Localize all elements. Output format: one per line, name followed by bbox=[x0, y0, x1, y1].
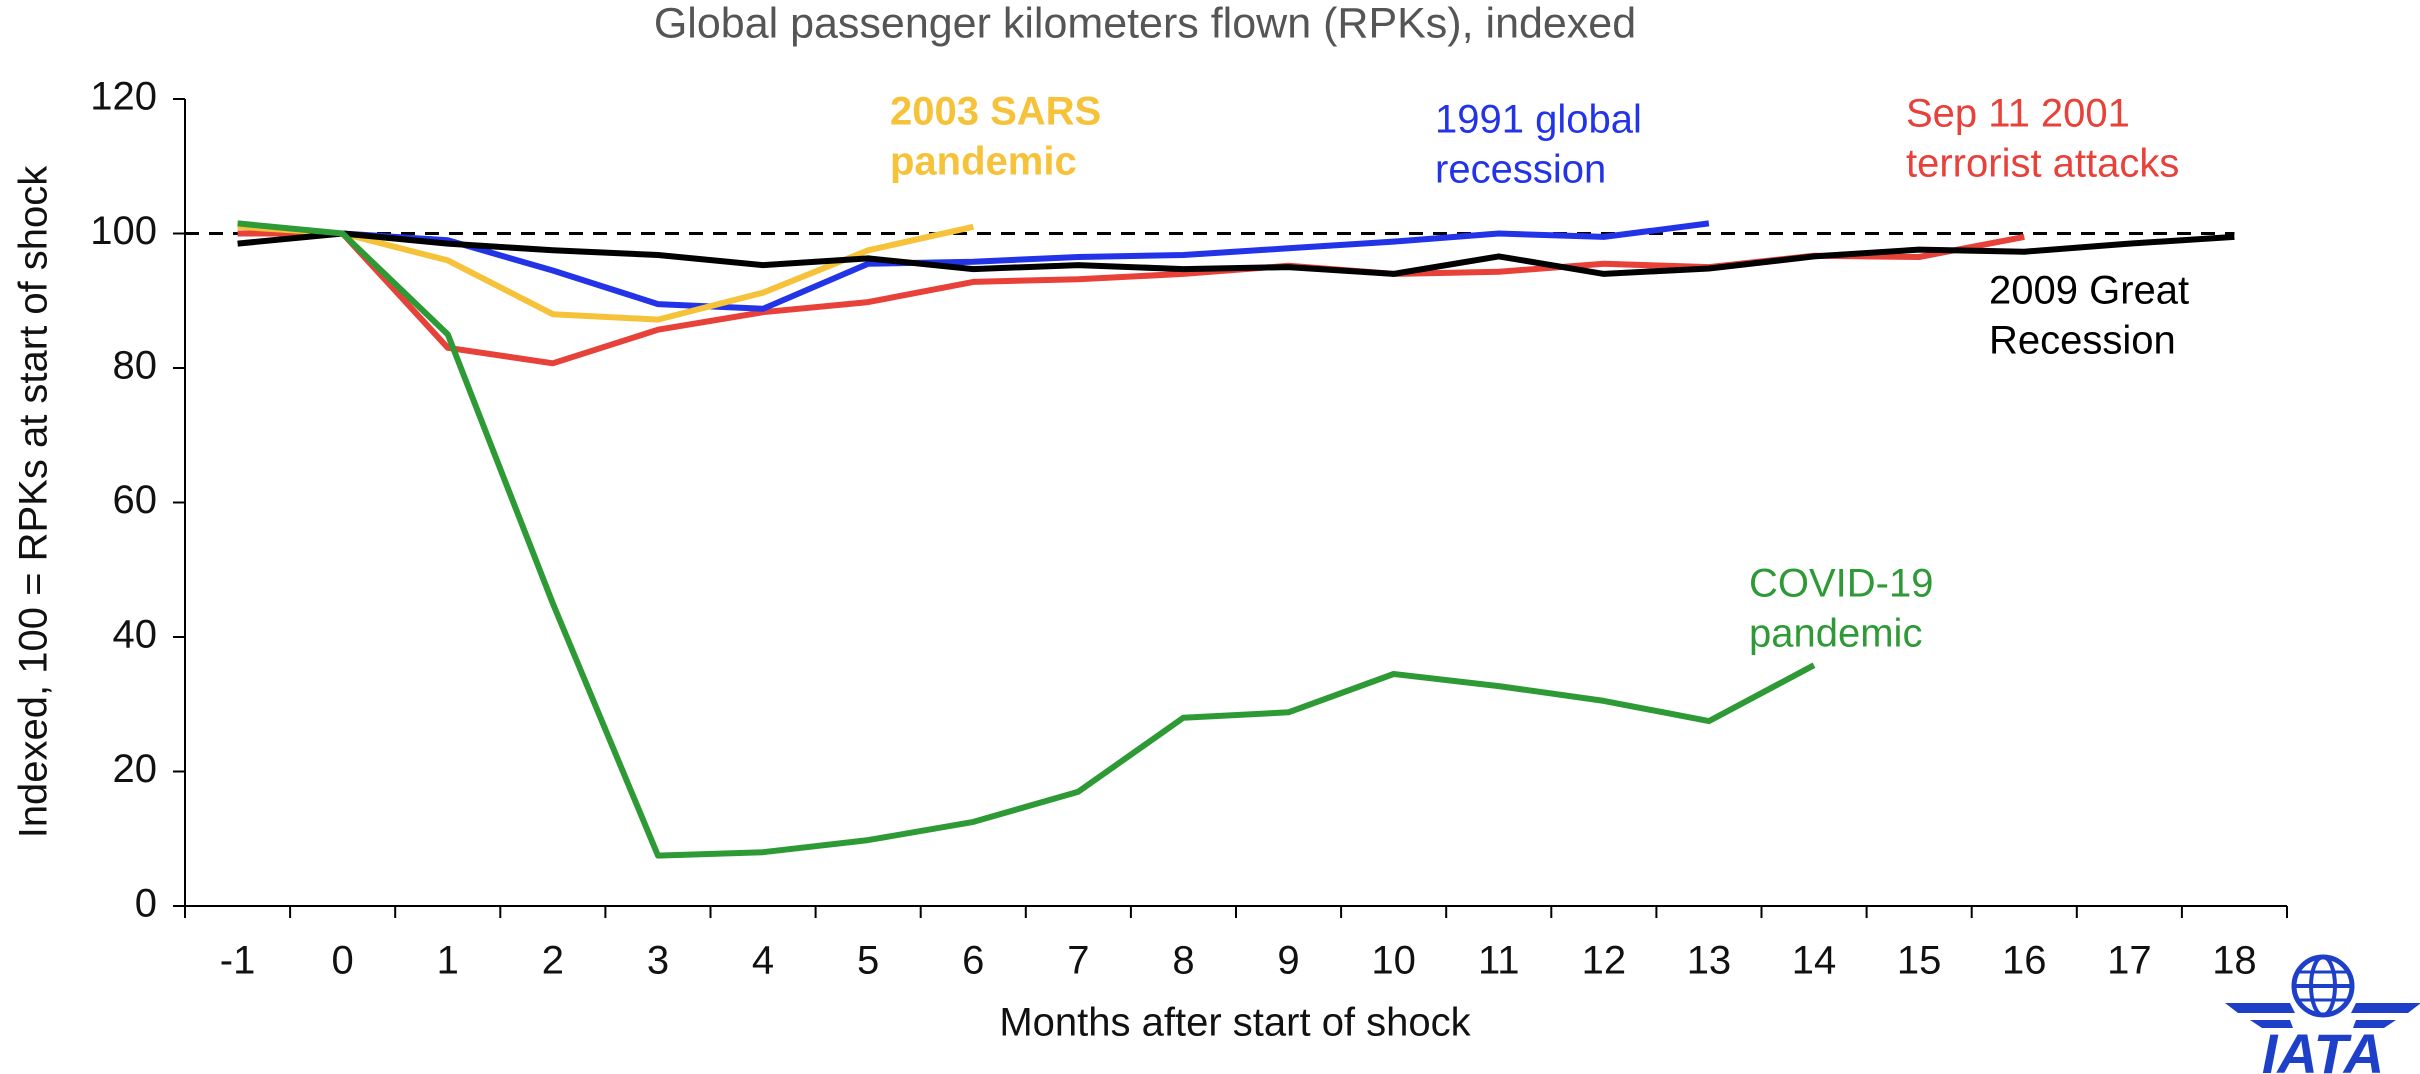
series-annotation: pandemic bbox=[1749, 612, 1922, 656]
x-tick-label: 0 bbox=[332, 939, 354, 983]
x-tick-label: 8 bbox=[1172, 939, 1194, 983]
x-axis-label: Months after start of shock bbox=[999, 1001, 1471, 1045]
series-annotation: 2003 SARS bbox=[890, 90, 1101, 134]
y-tick-label: 80 bbox=[113, 344, 158, 388]
series-annotation: pandemic bbox=[890, 140, 1077, 184]
x-tick-label: 7 bbox=[1067, 939, 1089, 983]
x-tick-label: 4 bbox=[752, 939, 774, 983]
series-line bbox=[342, 220, 1710, 312]
x-tick-label: 5 bbox=[857, 939, 879, 983]
series-annotation: terrorist attacks bbox=[1906, 142, 2179, 186]
x-tick-label: 17 bbox=[2107, 939, 2152, 983]
series-annotation: Sep 11 2001 bbox=[1906, 92, 2130, 136]
series-annotation: COVID-19 bbox=[1749, 562, 1934, 606]
y-tick-label: 0 bbox=[135, 882, 157, 926]
x-tick-label: 11 bbox=[1478, 939, 1520, 983]
y-axis-label: Indexed, 100 = RPKs at start of shock bbox=[12, 165, 56, 839]
y-tick-label: 20 bbox=[113, 747, 158, 791]
series-line bbox=[237, 230, 2025, 367]
x-tick-label: 16 bbox=[2002, 939, 2047, 983]
series-annotation: 2009 Great bbox=[1989, 269, 2189, 313]
x-tick-label: -1 bbox=[220, 939, 256, 983]
chart-title: Global passenger kilometers flown (RPKs)… bbox=[654, 0, 1636, 47]
x-tick-label: 2 bbox=[542, 939, 564, 983]
x-tick-label: 12 bbox=[1582, 939, 1627, 983]
y-tick-label: 60 bbox=[113, 478, 158, 522]
x-tick-label: 15 bbox=[1897, 939, 1942, 983]
y-tick-label: 40 bbox=[113, 613, 158, 657]
x-tick-label: 9 bbox=[1277, 939, 1299, 983]
series-line bbox=[237, 230, 2235, 277]
x-tick-label: 1 bbox=[437, 939, 459, 983]
x-tick-label: 10 bbox=[1371, 939, 1416, 983]
logo-text: IATA bbox=[2262, 1022, 2384, 1074]
y-tick-label: 120 bbox=[90, 75, 157, 119]
x-tick-label: 14 bbox=[1792, 939, 1837, 983]
series-line bbox=[237, 220, 1816, 859]
x-tick-label: 18 bbox=[2212, 939, 2257, 983]
y-tick-label: 100 bbox=[90, 209, 157, 253]
x-tick-label: 13 bbox=[1687, 939, 1732, 983]
iata-logo: IATA bbox=[2225, 954, 2420, 1074]
x-tick-label: 3 bbox=[647, 939, 669, 983]
series-annotation: Recession bbox=[1989, 319, 2176, 363]
x-tick-label: 6 bbox=[962, 939, 984, 983]
series-annotation: recession bbox=[1435, 148, 1606, 192]
series-annotation: 1991 global bbox=[1435, 98, 1642, 142]
